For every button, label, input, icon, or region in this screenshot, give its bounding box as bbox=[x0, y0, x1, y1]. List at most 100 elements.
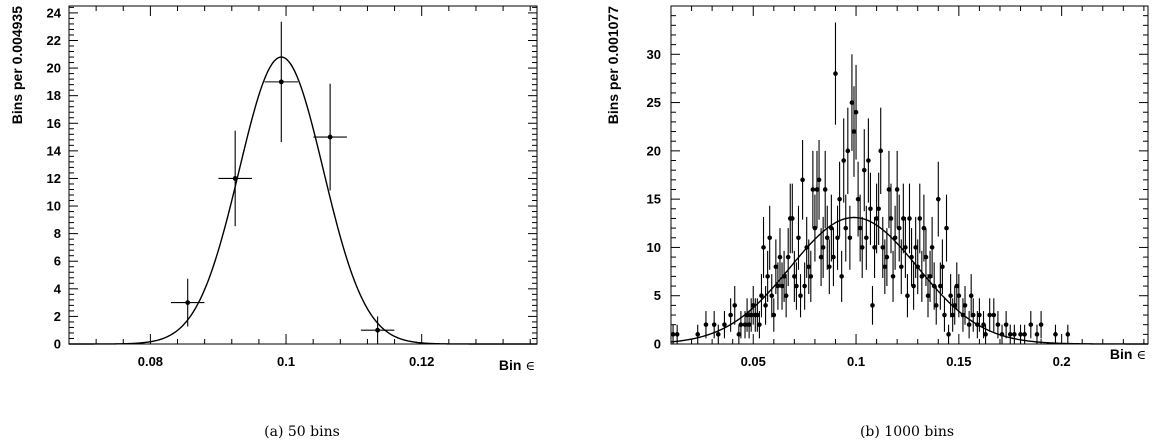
marker bbox=[913, 245, 918, 250]
data-point bbox=[948, 274, 953, 318]
marker bbox=[757, 322, 762, 327]
data-point bbox=[820, 216, 826, 278]
marker bbox=[839, 274, 844, 279]
marker bbox=[956, 293, 962, 299]
marker bbox=[950, 312, 955, 318]
data-point bbox=[886, 150, 892, 229]
marker bbox=[907, 216, 912, 221]
marker bbox=[942, 312, 947, 318]
y-tick-label: 0 bbox=[54, 337, 61, 352]
data-point bbox=[1007, 324, 1013, 344]
fit-curve-a bbox=[69, 56, 537, 345]
data-point bbox=[674, 324, 680, 344]
marker bbox=[857, 225, 863, 231]
marker bbox=[278, 79, 284, 85]
plot-frame-a bbox=[68, 5, 538, 345]
data-point bbox=[1003, 311, 1009, 339]
marker bbox=[962, 303, 968, 308]
data-point bbox=[849, 54, 855, 151]
data-point bbox=[670, 324, 676, 344]
marker bbox=[903, 245, 908, 250]
data-point bbox=[888, 183, 894, 254]
data-point bbox=[835, 205, 840, 270]
data-point bbox=[738, 311, 744, 339]
marker bbox=[855, 196, 861, 202]
data-point bbox=[919, 250, 925, 302]
marker bbox=[884, 254, 890, 260]
data-point bbox=[909, 228, 914, 287]
data-point bbox=[1012, 324, 1017, 344]
x-tick-labels-a: 0.08 0.1 0.12 bbox=[138, 354, 435, 369]
data-point bbox=[715, 324, 721, 344]
marker bbox=[715, 332, 721, 337]
data-point bbox=[824, 205, 830, 270]
marker bbox=[798, 293, 803, 299]
data-point bbox=[804, 216, 809, 278]
marker bbox=[781, 274, 787, 279]
data-point bbox=[814, 150, 820, 229]
data-point bbox=[890, 250, 896, 302]
data-point bbox=[812, 194, 818, 262]
data-point bbox=[907, 183, 912, 254]
marker bbox=[765, 274, 770, 279]
marker bbox=[738, 322, 744, 327]
data-point bbox=[218, 130, 252, 227]
marker bbox=[794, 283, 799, 289]
data-point bbox=[771, 298, 777, 332]
data-point bbox=[872, 216, 877, 278]
marker bbox=[929, 245, 935, 250]
marker bbox=[925, 293, 931, 299]
data-point bbox=[1053, 324, 1058, 344]
marker bbox=[822, 187, 828, 192]
marker bbox=[853, 109, 859, 115]
marker bbox=[843, 225, 849, 231]
marker bbox=[872, 245, 877, 250]
data-point bbox=[767, 205, 772, 270]
marker bbox=[792, 274, 797, 279]
data-point bbox=[703, 311, 709, 339]
data-point bbox=[818, 228, 824, 287]
marker bbox=[960, 312, 966, 318]
data-point bbox=[874, 183, 879, 254]
marker bbox=[890, 274, 896, 279]
data-point bbox=[695, 324, 701, 344]
marker bbox=[944, 225, 949, 231]
data-point bbox=[952, 286, 958, 325]
data-point bbox=[878, 107, 884, 195]
marker bbox=[820, 245, 826, 250]
data-point bbox=[757, 311, 762, 339]
marker bbox=[763, 303, 768, 308]
marker bbox=[748, 312, 754, 318]
marker bbox=[905, 293, 910, 299]
marker bbox=[1038, 322, 1044, 327]
data-point bbox=[857, 194, 863, 262]
marker bbox=[861, 167, 867, 173]
data-point bbox=[921, 194, 927, 262]
y-tick-label: 4 bbox=[54, 281, 62, 296]
data-point bbox=[732, 286, 738, 325]
data-point bbox=[759, 274, 764, 318]
data-point bbox=[868, 172, 873, 245]
marker bbox=[736, 332, 742, 337]
y-tick-label: 5 bbox=[654, 288, 661, 303]
data-point bbox=[170, 278, 205, 327]
data-point bbox=[777, 228, 783, 287]
marker bbox=[878, 148, 884, 154]
data-point bbox=[313, 83, 347, 191]
data-point bbox=[802, 262, 807, 310]
marker bbox=[901, 216, 906, 221]
marker bbox=[977, 312, 982, 318]
data-point bbox=[837, 161, 842, 237]
marker bbox=[931, 283, 937, 289]
data-point bbox=[905, 274, 910, 318]
data-point bbox=[866, 118, 871, 203]
marker bbox=[759, 293, 764, 299]
data-point bbox=[855, 161, 861, 237]
marker bbox=[1003, 322, 1009, 327]
y-tick-label: 10 bbox=[47, 199, 61, 214]
marker bbox=[831, 254, 836, 260]
marker bbox=[769, 293, 775, 299]
